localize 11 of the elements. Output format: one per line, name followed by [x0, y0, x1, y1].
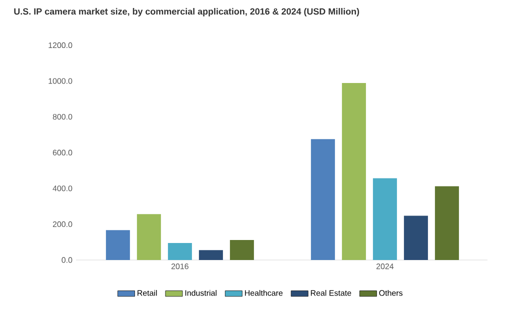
bar [230, 240, 254, 260]
bar [404, 216, 428, 260]
bar [168, 242, 192, 260]
chart-title: U.S. IP camera market size, by commercial application, 2016 & 2024 (USD Million) [14, 8, 360, 16]
bar [342, 82, 366, 260]
bar [372, 178, 397, 260]
bar [198, 250, 223, 260]
bar [136, 214, 161, 260]
bar [310, 139, 335, 260]
bar [434, 186, 459, 260]
bar [106, 230, 130, 260]
